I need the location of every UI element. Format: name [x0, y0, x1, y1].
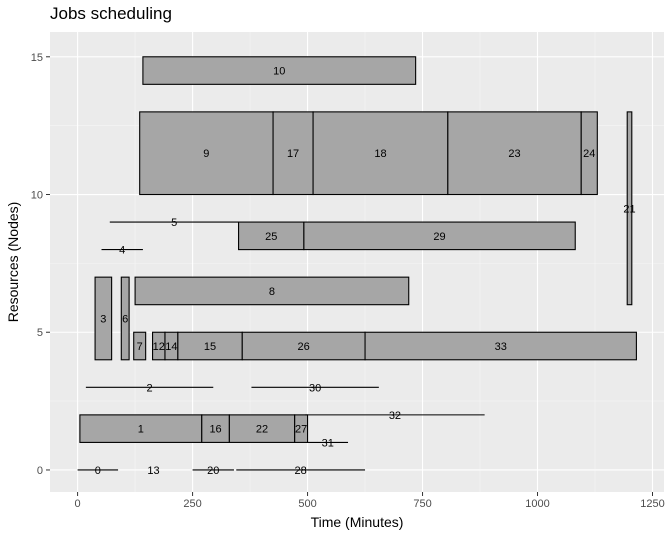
job-label-31: 31: [322, 437, 334, 449]
job-bar-15: [177, 331, 243, 361]
job-label-28: 28: [295, 465, 307, 477]
job-label-4: 4: [119, 245, 125, 257]
job-label-27: 27: [295, 424, 307, 436]
job-label-13: 13: [147, 465, 159, 477]
job-label-10: 10: [273, 66, 285, 78]
job-label-33: 33: [495, 341, 507, 353]
job-label-15: 15: [204, 341, 216, 353]
x-tick-label: 250: [183, 498, 201, 510]
y-axis-title: Resources (Nodes): [5, 202, 21, 323]
job-bar-10: [142, 56, 417, 85]
job-bar-21: [626, 111, 633, 306]
job-bar-18: [312, 111, 449, 196]
job-label-1: 1: [138, 424, 144, 436]
job-label-2: 2: [147, 382, 153, 394]
x-tick-label: 0: [75, 498, 81, 510]
job-label-7: 7: [137, 341, 143, 353]
job-label-12: 12: [153, 341, 165, 353]
chart-title: Jobs scheduling: [50, 4, 172, 23]
job-label-0: 0: [95, 465, 101, 477]
job-label-17: 17: [287, 148, 299, 160]
job-label-3: 3: [100, 313, 106, 325]
job-bar-6: [120, 276, 130, 361]
job-label-21: 21: [623, 203, 635, 215]
x-tick-label: 750: [413, 498, 431, 510]
job-bar-1: [79, 414, 203, 443]
job-label-22: 22: [256, 424, 268, 436]
y-tick-label: 15: [31, 52, 43, 64]
job-label-18: 18: [374, 148, 386, 160]
job-label-9: 9: [203, 148, 209, 160]
job-marks: [77, 56, 637, 471]
job-label-6: 6: [122, 313, 128, 325]
x-axis-ticks: 0 250 500 750 1000 1250: [75, 492, 665, 510]
job-bar-26: [241, 331, 366, 361]
job-label-16: 16: [209, 424, 221, 436]
job-label-24: 24: [583, 148, 595, 160]
y-axis-ticks: 0 5 10 15: [31, 52, 50, 477]
x-tick-label: 1250: [640, 498, 664, 510]
y-tick-label: 5: [37, 327, 43, 339]
job-labels: 0 13 20 28 1 16 22 27 31 32 2 30 3 6 7 12 14 15 26 33 8 4 5 25 2…: [95, 66, 636, 477]
job-label-14: 14: [165, 341, 177, 353]
job-label-32: 32: [389, 410, 401, 422]
x-tick-label: 500: [298, 498, 316, 510]
job-bar-9: [139, 111, 274, 196]
job-label-8: 8: [269, 286, 275, 298]
job-bar-27: [294, 414, 309, 443]
job-label-23: 23: [508, 148, 520, 160]
job-label-20: 20: [207, 465, 219, 477]
x-axis-title: Time (Minutes): [311, 514, 404, 530]
job-bar-23: [447, 111, 582, 196]
job-label-26: 26: [298, 341, 310, 353]
x-tick-label: 1000: [525, 498, 549, 510]
job-label-25: 25: [265, 231, 277, 243]
y-tick-label: 0: [37, 465, 43, 477]
job-bar-17: [272, 111, 314, 196]
job-bar-3: [94, 276, 113, 361]
job-label-5: 5: [171, 217, 177, 229]
job-bar-8: [134, 276, 410, 306]
job-label-30: 30: [309, 382, 321, 394]
job-bar-25: [238, 221, 305, 251]
job-label-29: 29: [433, 231, 445, 243]
job-bar-7: [133, 331, 147, 361]
job-bar-33: [364, 331, 637, 361]
job-bar-29: [303, 221, 576, 251]
y-tick-label: 10: [31, 190, 43, 202]
job-bar-24: [580, 111, 598, 196]
